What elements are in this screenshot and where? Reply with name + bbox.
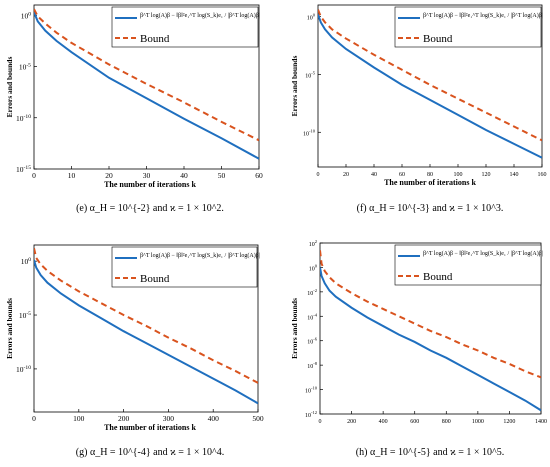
legend: β^T log(A)β − ‖β‖²e₁^T log(S_k)e₁ / |β^T…: [111, 6, 260, 48]
x-tick-label: 1400: [535, 419, 547, 425]
y-axis-label: Errors and bounds: [290, 298, 299, 359]
x-tick-label: 1200: [503, 419, 515, 425]
y-tick-label: 100: [309, 263, 318, 272]
legend: β^T log(A)β − ‖β‖²e₁^T log(S_k)e₁ / |β^T…: [394, 244, 543, 286]
error-series-line: [318, 13, 542, 159]
x-tick-label: 200: [118, 414, 130, 423]
x-axis-label: The number of iterations k: [104, 180, 196, 189]
legend-box: [111, 6, 259, 48]
x-tick-label: 20: [343, 172, 349, 178]
y-tick-label: 100: [307, 13, 316, 22]
x-tick-label: 20: [105, 171, 113, 180]
x-axis-label: The number of iterations k: [104, 423, 196, 432]
x-tick-label: 140: [510, 172, 519, 178]
y-tick-label: 10-10: [303, 128, 316, 137]
legend-bound-label: Bound: [423, 271, 453, 283]
x-tick-label: 40: [180, 171, 188, 180]
panel-h-chart: 0 200 400 600 800 1000 1200 1400 10-12 10-10 10-8 1…: [290, 239, 547, 458]
legend-bound-label: Bound: [423, 33, 453, 45]
x-axis-label: The number of iterations k: [384, 178, 476, 187]
y-axis-label: Errors and bounds: [5, 298, 14, 359]
legend: β^T log(A)β − ‖β‖²e₁^T log(S_k)e₁ / |β^T…: [111, 246, 260, 288]
y-tick-label: 100: [21, 11, 32, 20]
legend: β^T log(A)β − ‖β‖²e₁^T log(S_k)e₁ / |β^T…: [394, 6, 543, 48]
x-tick-label: 0: [319, 419, 322, 425]
axes-frame: [33, 244, 259, 413]
x-tick-label: 100: [454, 172, 463, 178]
x-tick-label: 60: [399, 172, 405, 178]
legend-box: [394, 6, 542, 48]
legend-error-label: β^T log(A)β − ‖β‖²e₁^T log(S_k)e₁ / |β^T…: [140, 12, 260, 19]
x-tick-label: 800: [442, 419, 451, 425]
x-tick-label: 50: [218, 171, 226, 180]
bound-series-line: [34, 8, 259, 142]
error-series-line: [320, 267, 541, 412]
x-tick-label: 400: [379, 419, 388, 425]
legend-error-label: β^T log(A)β − ‖β‖²e₁^T log(S_k)e₁ / |β^T…: [423, 12, 543, 19]
y-tick-label: 10-10: [16, 365, 31, 374]
legend-bound-label: Bound: [140, 273, 170, 285]
y-tick-label: 10-10: [305, 386, 318, 395]
bound-series-line: [318, 9, 542, 142]
x-tick-label: 30: [143, 171, 151, 180]
y-tick-label: 10-4: [307, 312, 317, 321]
error-series-line: [34, 11, 259, 160]
y-axis-label: Errors and bounds: [5, 57, 14, 118]
legend-error-label: β^T log(A)β − ‖β‖²e₁^T log(S_k)e₁ / |β^T…: [140, 252, 260, 259]
x-tick-label: 400: [208, 414, 220, 423]
panel-e-chart: 0 10 20 30 40 50 60 10-15 10-10 10-5 100 β^T log(A)…: [5, 4, 263, 214]
panel-g-chart: 0 100 200 300 400 500 10-10 10-5 100 β^T log(A)β …: [5, 244, 264, 458]
error-series-line: [34, 259, 258, 405]
y-tick-label: 10-2: [307, 288, 317, 297]
x-tick-label: 500: [252, 414, 264, 423]
y-tick-label: 102: [309, 239, 317, 248]
panel-caption: (f) α_H = 10^{-3} and ϰ = 1 × 10^3.: [357, 203, 504, 214]
x-tick-label: 1000: [472, 419, 484, 425]
y-tick-label: 10-6: [307, 337, 317, 346]
x-tick-label: 10: [68, 171, 76, 180]
x-tick-label: 0: [32, 414, 36, 423]
x-tick-label: 200: [347, 419, 356, 425]
x-tick-label: 300: [163, 414, 175, 423]
y-tick-label: 10-15: [16, 165, 31, 174]
y-tick-label: 10-5: [19, 311, 31, 320]
panel-caption: (h) α_H = 10^{-5} and ϰ = 1 × 10^5.: [356, 447, 504, 458]
y-tick-label: 100: [21, 257, 32, 266]
bound-series-line: [34, 248, 258, 384]
y-tick-label: 10-12: [305, 410, 317, 419]
x-tick-label: 600: [410, 419, 419, 425]
legend-bound-label: Bound: [140, 33, 170, 45]
x-tick-label: 60: [255, 171, 263, 180]
legend-box: [394, 244, 542, 286]
panel-caption: (g) α_H = 10^{-4} and ϰ = 1 × 10^4.: [76, 447, 224, 458]
x-tick-label: 80: [427, 172, 433, 178]
x-tick-label: 100: [73, 414, 85, 423]
x-tick-label: 0: [317, 172, 320, 178]
bound-series-line: [320, 250, 541, 379]
axes-frame: [319, 242, 542, 415]
panel-f-chart: 0 20 40 60 80 100 120 140 160 10-10 10-5 100 β^T log…: [290, 4, 547, 214]
x-tick-label: 40: [371, 172, 377, 178]
legend-error-label: β^T log(A)β − ‖β‖²e₁^T log(S_k)e₁ / |β^T…: [423, 250, 543, 257]
x-tick-label: 0: [32, 171, 36, 180]
legend-box: [111, 246, 258, 288]
x-tick-label: 160: [538, 172, 547, 178]
y-tick-label: 10-5: [305, 70, 315, 79]
y-tick-label: 10-8: [307, 361, 317, 370]
x-tick-label: 120: [482, 172, 491, 178]
y-axis-label: Errors and bounds: [290, 56, 299, 117]
y-tick-label: 10-5: [19, 63, 31, 72]
panel-caption: (e) α_H = 10^{-2} and ϰ = 1 × 10^2.: [76, 203, 224, 214]
y-tick-label: 10-10: [16, 114, 31, 123]
